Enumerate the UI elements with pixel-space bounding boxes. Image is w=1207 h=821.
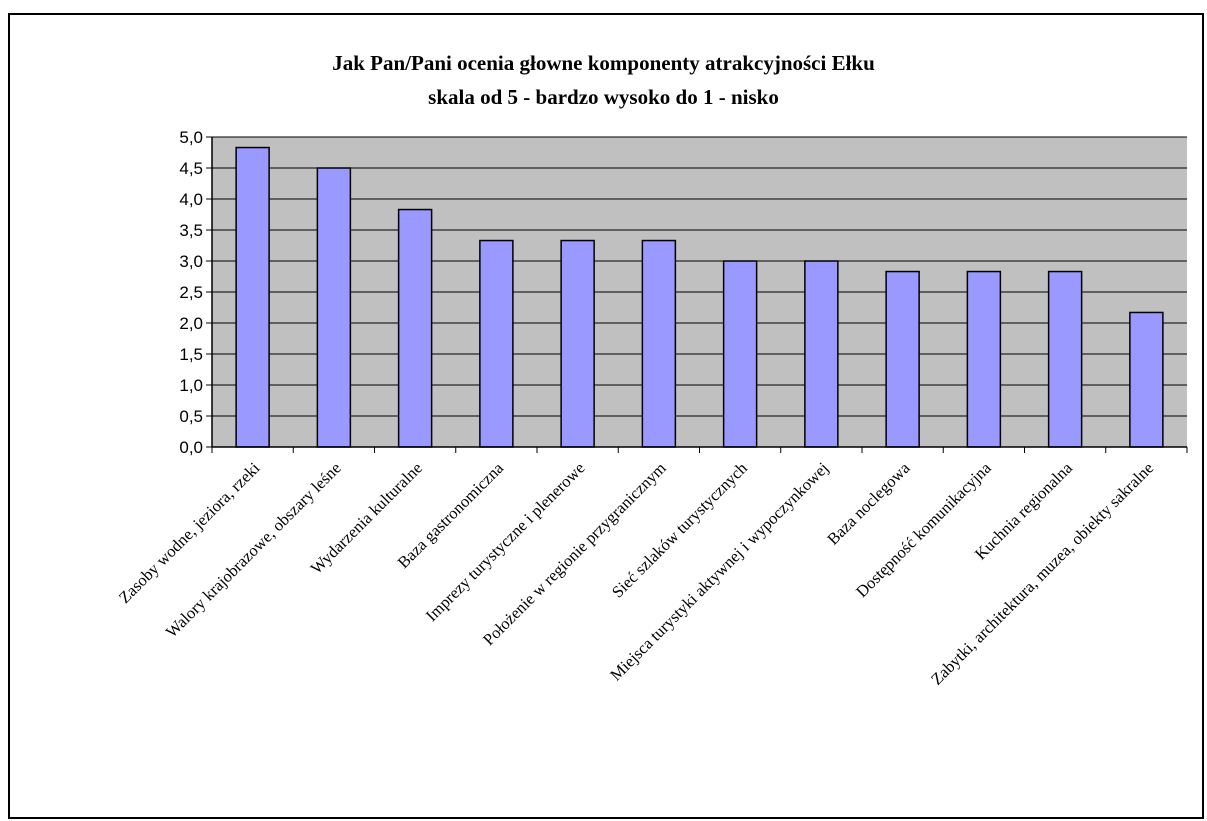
bar	[316, 167, 352, 448]
y-tick-label: 0,5	[179, 407, 203, 426]
axes	[206, 136, 1188, 453]
y-axis-tick-labels: 0,0 0,5 1,0 1,5 2,0 2,5 3,0 3,5 4,0 4,5 5,0	[179, 128, 203, 457]
x-category-label: Walory krajobrazowe, obszary leśne	[162, 458, 345, 641]
y-tick-label: 3,5	[179, 221, 203, 240]
y-tick-label: 0,0	[179, 438, 203, 457]
y-tick-label: 2,0	[179, 314, 203, 333]
x-category-label: Sieć szlaków turystycznych	[608, 458, 752, 602]
bar	[235, 146, 270, 448]
bar	[1047, 270, 1083, 448]
bars	[235, 146, 1164, 448]
y-tick-label: 2,5	[179, 283, 203, 302]
bar	[479, 239, 514, 448]
bar	[641, 239, 677, 448]
bar	[397, 208, 433, 448]
bar	[804, 260, 839, 448]
y-tick-label: 1,0	[179, 376, 203, 395]
y-tick-label: 4,5	[179, 159, 203, 178]
y-tick-label: 1,5	[179, 345, 203, 364]
bar	[1129, 311, 1164, 448]
y-tick-label: 3,0	[179, 252, 203, 271]
chart-title: Jak Pan/Pani ocenia głowne komponenty at…	[332, 51, 875, 75]
x-category-label: Dostępność komunikacyjna	[852, 458, 995, 601]
y-tick-label: 5,0	[179, 128, 203, 147]
bar	[885, 270, 920, 448]
x-category-label: Baza noclegowa	[823, 458, 914, 549]
bar	[722, 260, 758, 448]
x-category-label: Imprezy turystyczne i plenerowe	[422, 458, 589, 625]
bar	[966, 270, 1002, 448]
x-category-label: Zasoby wodne, jeziora, rzeki	[115, 458, 264, 607]
y-tick-label: 4,0	[179, 190, 203, 209]
chart-subtitle: skala od 5 - bardzo wysoko do 1 - nisko	[428, 85, 779, 109]
bar	[560, 239, 595, 448]
